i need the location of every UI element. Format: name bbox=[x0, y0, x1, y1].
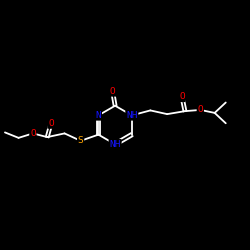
Text: S: S bbox=[78, 136, 84, 145]
Text: O: O bbox=[179, 92, 185, 101]
Text: N: N bbox=[96, 111, 101, 120]
Text: O: O bbox=[198, 106, 203, 114]
Text: O: O bbox=[48, 119, 54, 128]
Text: O: O bbox=[30, 129, 36, 138]
Text: NH: NH bbox=[109, 140, 121, 149]
Text: NH: NH bbox=[126, 111, 138, 120]
Text: O: O bbox=[110, 87, 116, 96]
